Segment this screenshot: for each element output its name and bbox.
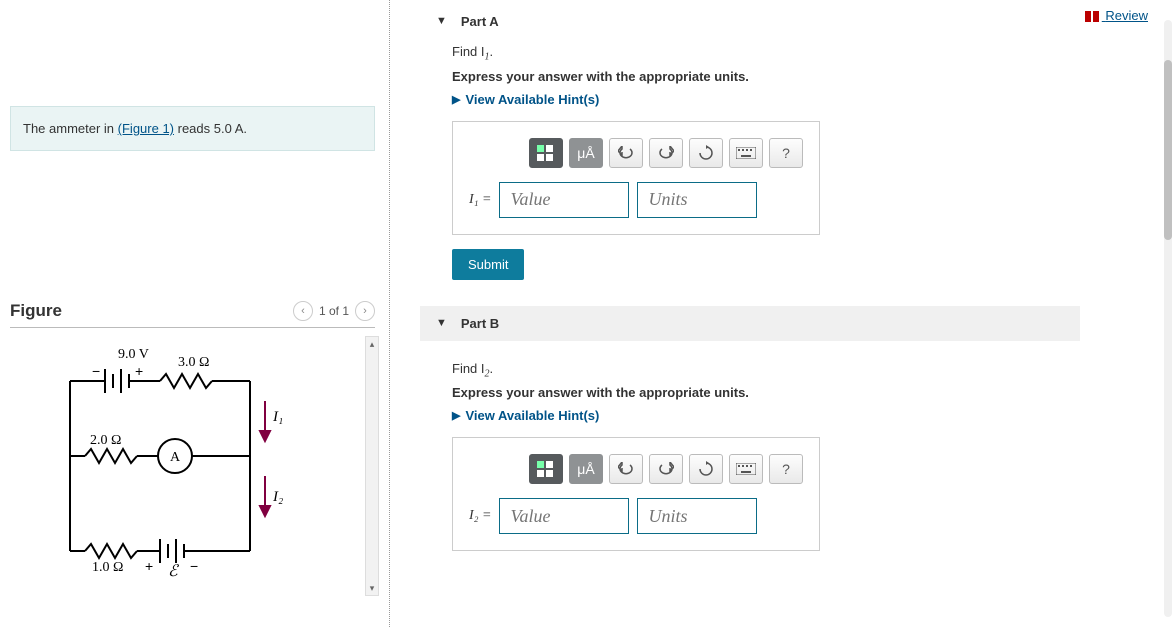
- figure-title: Figure: [10, 301, 62, 321]
- problem-statement: The ammeter in (Figure 1) reads 5.0 A.: [10, 106, 375, 151]
- prev-button[interactable]: ‹: [293, 301, 313, 321]
- undo-icon: [618, 462, 634, 476]
- figure-link[interactable]: (Figure 1): [118, 121, 174, 136]
- chevron-down-icon: ▼: [436, 317, 447, 329]
- help-button[interactable]: ?: [769, 454, 803, 484]
- right-scrollbar[interactable]: [1164, 20, 1172, 617]
- svg-text:−: −: [92, 363, 100, 379]
- templates-button[interactable]: [529, 454, 563, 484]
- part-a-toolbar: μÅ ?: [529, 138, 803, 168]
- part-b-instruct: Express your answer with the appropriate…: [452, 385, 1072, 400]
- part-a-submit-button[interactable]: Submit: [452, 249, 524, 280]
- circuit-diagram: 9.0 V − + 3.0 Ω 2.0 Ω A 1.0 Ω + − ℰ I₁ I…: [10, 336, 310, 586]
- svg-text:−: −: [190, 558, 198, 574]
- undo-icon: [618, 146, 634, 160]
- keyboard-icon: [736, 463, 756, 475]
- keyboard-icon: [736, 147, 756, 159]
- svg-text:A: A: [170, 450, 181, 465]
- problem-text-post: reads 5.0 A.: [174, 121, 247, 136]
- templates-button[interactable]: [529, 138, 563, 168]
- part-b-header[interactable]: ▼ Part B: [420, 306, 1080, 341]
- part-a-lhs: I₁ =: [469, 192, 491, 208]
- undo-button[interactable]: [609, 454, 643, 484]
- pager-text: 1 of 1: [319, 304, 349, 318]
- part-b-lhs: I₂ =: [469, 508, 491, 524]
- units-mu-a-button[interactable]: μÅ: [569, 454, 603, 484]
- svg-text:I₁: I₁: [272, 409, 283, 425]
- chevron-down-icon: ▼: [436, 16, 447, 27]
- review-icon: [1085, 11, 1099, 22]
- help-button[interactable]: ?: [769, 138, 803, 168]
- part-b-value-input[interactable]: [499, 498, 629, 534]
- part-a-find: Find I1.: [452, 44, 1072, 63]
- part-a-instruct: Express your answer with the appropriate…: [452, 69, 1072, 84]
- keyboard-button[interactable]: [729, 138, 763, 168]
- svg-text:2.0 Ω: 2.0 Ω: [90, 433, 121, 448]
- part-b-content: Find I2. Express your answer with the ap…: [420, 349, 1080, 570]
- svg-text:ℰ: ℰ: [168, 563, 180, 580]
- part-b-label: Part B: [461, 316, 499, 331]
- right-panel: Review ▼ Part A Find I1. Express your an…: [390, 0, 1176, 627]
- part-b-toolbar: μÅ ?: [529, 454, 803, 484]
- chevron-right-icon: ▶: [452, 409, 460, 422]
- part-b-hints-link[interactable]: ▶ View Available Hint(s): [452, 408, 1072, 423]
- figure-body: 9.0 V − + 3.0 Ω 2.0 Ω A 1.0 Ω + − ℰ I₁ I…: [10, 336, 375, 596]
- redo-icon: [658, 146, 674, 160]
- figure-header: Figure ‹ 1 of 1 ›: [10, 301, 375, 328]
- part-a-input-row: I₁ =: [469, 182, 803, 218]
- keyboard-button[interactable]: [729, 454, 763, 484]
- part-b-find: Find I2.: [452, 361, 1072, 380]
- part-a-header-cut: ▼ Part A: [420, 16, 1060, 32]
- reset-button[interactable]: [689, 138, 723, 168]
- part-a-value-input[interactable]: [499, 182, 629, 218]
- redo-icon: [658, 462, 674, 476]
- scroll-down-icon: ▾: [366, 581, 378, 595]
- left-panel: The ammeter in (Figure 1) reads 5.0 A. F…: [0, 0, 390, 627]
- review-link[interactable]: Review: [1085, 8, 1148, 23]
- chevron-right-icon: ▶: [452, 93, 460, 106]
- part-b-input-row: I₂ =: [469, 498, 803, 534]
- undo-button[interactable]: [609, 138, 643, 168]
- part-a-label: Part A: [461, 16, 499, 29]
- reset-button[interactable]: [689, 454, 723, 484]
- units-mu-a-button[interactable]: μÅ: [569, 138, 603, 168]
- svg-text:+: +: [145, 558, 153, 574]
- part-a-units-input[interactable]: [637, 182, 757, 218]
- next-button[interactable]: ›: [355, 301, 375, 321]
- svg-text:9.0 V: 9.0 V: [118, 347, 149, 362]
- scroll-up-icon: ▴: [366, 337, 378, 351]
- part-a-hints-link[interactable]: ▶ View Available Hint(s): [452, 92, 1072, 107]
- redo-button[interactable]: [649, 454, 683, 484]
- part-b-answer-box: μÅ ? I₂ =: [452, 437, 820, 551]
- svg-text:1.0 Ω: 1.0 Ω: [92, 560, 123, 575]
- reset-icon: [698, 461, 714, 477]
- problem-text-pre: The ammeter in: [23, 121, 118, 136]
- figure-scrollbar[interactable]: ▴ ▾: [365, 336, 379, 596]
- reset-icon: [698, 145, 714, 161]
- scrollbar-thumb[interactable]: [1164, 60, 1172, 240]
- redo-button[interactable]: [649, 138, 683, 168]
- figure-pager: ‹ 1 of 1 ›: [293, 301, 375, 321]
- part-a-answer-box: μÅ ? I₁ =: [452, 121, 820, 235]
- part-a-content: Find I1. Express your answer with the ap…: [420, 32, 1080, 298]
- svg-text:+: +: [135, 363, 143, 379]
- part-b-units-input[interactable]: [637, 498, 757, 534]
- svg-text:I₂: I₂: [272, 489, 283, 505]
- svg-text:3.0 Ω: 3.0 Ω: [178, 355, 209, 370]
